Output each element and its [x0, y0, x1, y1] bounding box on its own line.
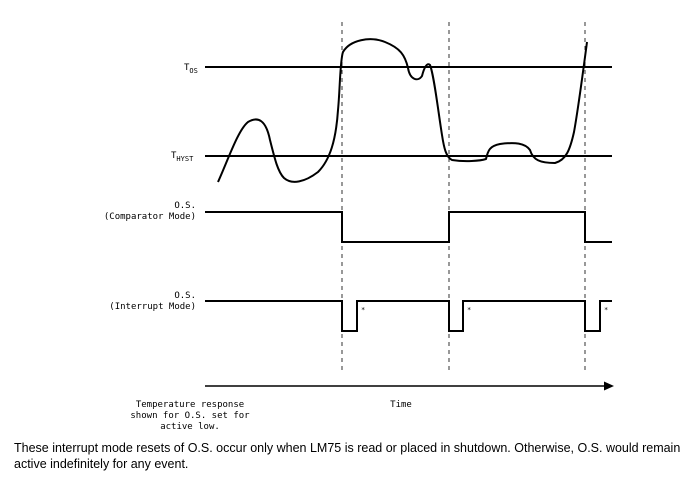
thyst-label: THYST	[171, 151, 194, 163]
reset-marker-1: *	[361, 306, 365, 314]
time-axis-label: Time	[390, 400, 412, 410]
reset-marker-3: *	[604, 306, 608, 314]
note-line-2: shown for O.S. set for	[130, 411, 250, 421]
os-interrupt-waveform	[205, 300, 612, 332]
note-line-1: Temperature response	[136, 400, 244, 410]
reset-marker-2: *	[467, 306, 471, 314]
os-comparator-label-line2: (Comparator Mode)	[104, 212, 196, 222]
os-comparator-waveform	[205, 211, 612, 243]
note-line-3: active low.	[160, 422, 220, 430]
timing-diagram: TOS THYST O.S. (Comparator Mode) O.S. (I…	[104, 22, 614, 430]
os-interrupt-label-line2: (Interrupt Mode)	[109, 302, 196, 312]
os-interrupt-label-line1: O.S.	[174, 291, 196, 301]
figure-caption: These interrupt mode resets of O.S. occu…	[14, 441, 681, 471]
time-axis-arrowhead	[604, 381, 614, 391]
tos-label: TOS	[184, 63, 198, 75]
temperature-curve	[217, 38, 588, 183]
os-comparator-label-line1: O.S.	[174, 201, 196, 211]
